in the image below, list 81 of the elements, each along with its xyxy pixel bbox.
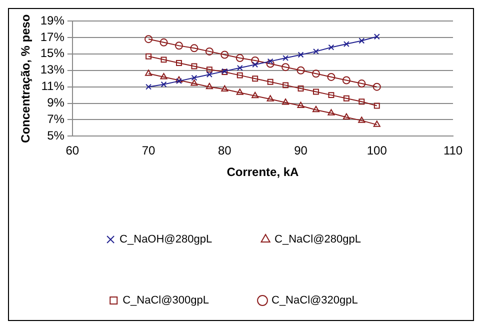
point — [144, 35, 153, 44]
x-tick-label: 110 — [443, 144, 463, 158]
point — [236, 72, 243, 78]
point — [191, 74, 198, 81]
x-axis-title: Corrente, kA — [226, 165, 300, 180]
point — [190, 80, 198, 86]
point — [174, 42, 183, 50]
point — [342, 76, 350, 84]
point — [176, 78, 182, 84]
point — [160, 56, 167, 63]
x-tick-label: 70 — [142, 144, 156, 158]
point — [298, 52, 304, 58]
point — [252, 76, 258, 82]
point — [251, 56, 260, 64]
point — [374, 102, 380, 109]
point — [328, 109, 335, 116]
x-tick-label: 90 — [294, 144, 308, 158]
point — [342, 113, 350, 120]
x-tick-label: 60 — [66, 144, 80, 158]
point — [220, 50, 229, 59]
point — [328, 44, 334, 50]
point — [358, 116, 366, 123]
x-tick-label: 100 — [366, 144, 388, 158]
point — [252, 62, 258, 68]
point — [145, 70, 152, 76]
point — [282, 55, 289, 62]
point — [267, 78, 274, 85]
legend-label: C_NaCl@280gpL — [274, 234, 361, 246]
point — [267, 58, 274, 64]
y-tick-label: 5% — [47, 128, 65, 143]
y-tick-label: 7% — [47, 112, 65, 126]
point — [266, 95, 274, 102]
point — [146, 84, 152, 90]
point — [358, 98, 365, 105]
y-tick-label: 9% — [47, 96, 65, 110]
point — [297, 102, 304, 108]
point — [343, 95, 350, 102]
legend-label: C_NaOH@280gpL — [120, 234, 212, 246]
point — [206, 72, 212, 78]
point — [236, 64, 243, 71]
point — [327, 72, 336, 81]
y-tick-label: 13% — [40, 62, 65, 77]
point — [206, 82, 213, 90]
point — [160, 72, 168, 80]
point — [205, 47, 214, 56]
x-tick-label: 80 — [218, 144, 232, 158]
point — [374, 34, 380, 40]
point — [190, 44, 198, 52]
point — [313, 88, 319, 95]
y-axis-title: Concentração, % peso — [18, 14, 33, 143]
point — [236, 88, 244, 95]
point — [146, 53, 152, 60]
point — [176, 60, 182, 66]
point — [282, 98, 290, 105]
legend-label: C_NaCl@300gpL — [122, 294, 210, 307]
point — [160, 81, 167, 88]
y-tick-label: 11% — [41, 79, 65, 94]
point — [282, 82, 289, 88]
point — [266, 60, 274, 68]
point — [298, 86, 304, 92]
point — [252, 92, 259, 98]
point — [313, 48, 319, 54]
point — [160, 38, 168, 46]
point — [312, 70, 320, 78]
point — [312, 106, 320, 112]
y-tick-label: 19% — [40, 13, 65, 28]
point — [221, 85, 228, 92]
point — [296, 66, 305, 74]
point — [373, 120, 380, 127]
y-tick-label: 15% — [40, 46, 65, 60]
point — [236, 54, 244, 62]
point — [358, 38, 365, 44]
y-tick-label: 17% — [40, 30, 65, 44]
point — [191, 63, 198, 70]
point — [282, 63, 290, 72]
point — [206, 66, 212, 73]
legend-label: C_NaCl@320gpL — [272, 294, 358, 307]
point — [328, 92, 334, 98]
point — [358, 80, 366, 88]
point — [372, 82, 381, 91]
point — [343, 41, 350, 48]
